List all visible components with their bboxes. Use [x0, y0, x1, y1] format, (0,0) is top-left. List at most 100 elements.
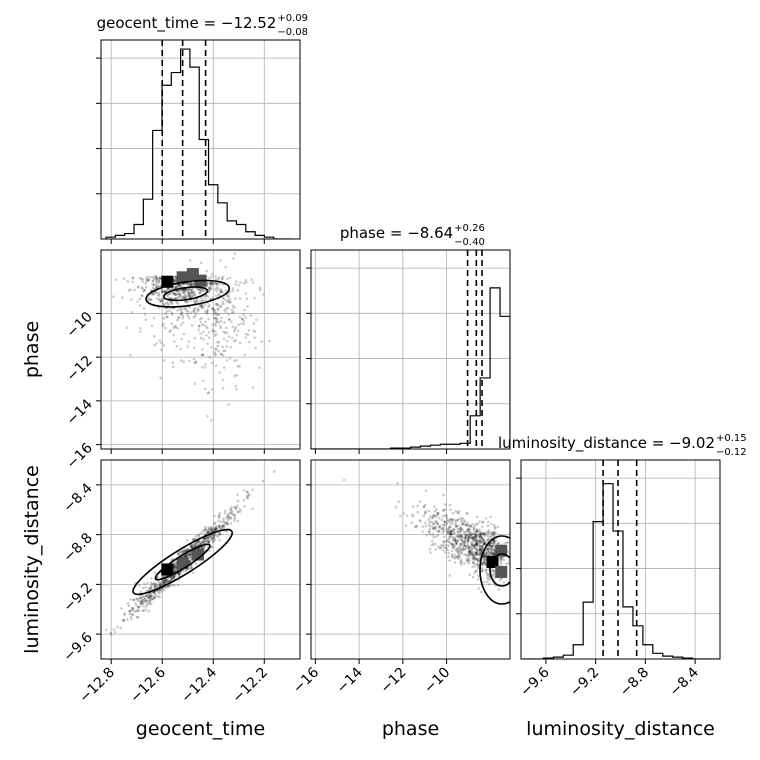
sample-point [248, 340, 251, 344]
sample-point [160, 348, 163, 352]
sample-point [487, 538, 491, 541]
sample-point [467, 561, 470, 565]
sample-point [157, 285, 160, 289]
sample-point [234, 508, 238, 511]
sample-point [163, 290, 166, 293]
sample-point [193, 537, 197, 541]
sample-point [150, 324, 154, 328]
sample-point [221, 378, 225, 382]
sample-point [224, 522, 227, 526]
sample-point [496, 542, 499, 546]
sample-point [453, 522, 457, 526]
sample-point [136, 615, 140, 619]
sample-point [152, 279, 155, 282]
sample-point [209, 527, 213, 531]
sample-point [230, 311, 234, 315]
sample-point [208, 281, 212, 285]
sample-point [485, 552, 488, 556]
sample-point [149, 595, 152, 599]
sample-point [481, 532, 484, 535]
sample-point [427, 530, 431, 534]
sample-point [210, 545, 214, 548]
sample-point [450, 542, 454, 546]
sample-point [470, 542, 474, 546]
sample-point [168, 287, 171, 290]
sample-point [157, 281, 161, 284]
sample-point [442, 541, 446, 544]
sample-point [151, 286, 155, 290]
sample-point [223, 521, 226, 524]
sample-point [456, 555, 459, 559]
sample-point [225, 358, 229, 362]
sample-point [451, 511, 455, 515]
sample-point [135, 604, 138, 608]
sample-point [468, 553, 471, 556]
sample-point [206, 391, 210, 395]
sample-point [205, 311, 209, 315]
sample-point [205, 293, 208, 297]
sample-point [183, 548, 186, 552]
sample-point [148, 598, 152, 602]
sample-point [447, 544, 450, 547]
sample-point [122, 619, 125, 622]
sample-point [447, 537, 451, 541]
sample-point [177, 283, 181, 287]
sample-point [153, 584, 156, 588]
sample-point [165, 300, 169, 304]
sample-point [462, 542, 466, 545]
sample-point [182, 290, 186, 294]
sample-point [222, 519, 225, 523]
sample-point [489, 522, 493, 526]
sample-point [443, 535, 446, 539]
sample-point [466, 538, 470, 541]
sample-point [230, 320, 233, 323]
sample-point [492, 530, 496, 534]
sample-point [189, 284, 192, 287]
sample-point [193, 290, 196, 294]
sample-point [145, 599, 148, 603]
sample-point [447, 529, 451, 533]
sample-point [443, 520, 447, 523]
sample-point [474, 522, 478, 526]
sample-point [430, 525, 434, 528]
sample-point [139, 600, 143, 603]
sample-point [187, 290, 191, 294]
sample-point [445, 530, 449, 534]
sample-point [460, 551, 464, 554]
sample-point [394, 505, 398, 509]
sample-point [483, 561, 487, 564]
y-tick-label-phase: −14 [64, 396, 96, 428]
sample-point [127, 604, 131, 608]
sample-point [468, 552, 471, 555]
sample-point [448, 508, 452, 512]
sample-point [457, 557, 461, 561]
sample-point [184, 296, 187, 300]
sample-point [499, 556, 503, 559]
sample-point [137, 605, 141, 609]
sample-point [475, 539, 479, 543]
sample-point [491, 532, 495, 535]
sample-point [464, 539, 467, 543]
sample-point [477, 587, 481, 590]
sample-point [217, 519, 221, 523]
sample-point [178, 572, 181, 575]
sample-point [208, 528, 212, 532]
sample-point [491, 533, 494, 537]
sample-point [469, 549, 473, 553]
sample-point [459, 561, 463, 564]
sample-point [472, 544, 476, 547]
sample-point [424, 489, 428, 493]
sample-point [184, 296, 187, 299]
sample-point [485, 568, 488, 572]
sample-point [450, 554, 454, 558]
sample-point [174, 324, 177, 328]
sample-point [178, 283, 181, 287]
sample-point [202, 330, 205, 334]
sample-point [211, 328, 215, 332]
sample-point [195, 287, 199, 291]
sample-point [160, 341, 163, 345]
sample-point [187, 293, 191, 296]
sample-point [459, 537, 463, 541]
sample-point [207, 330, 211, 334]
sample-point [155, 576, 159, 579]
